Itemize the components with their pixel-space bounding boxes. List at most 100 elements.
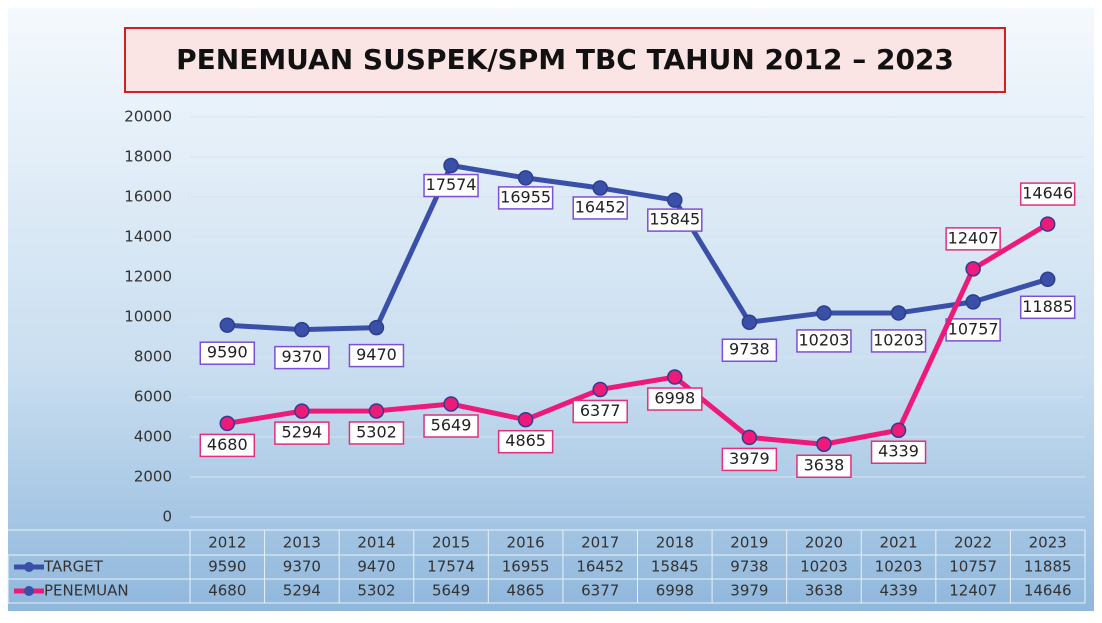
- data-label: 6377: [580, 401, 621, 420]
- data-label: 10203: [799, 330, 850, 349]
- x-tick-label: 2021: [879, 534, 917, 552]
- data-label: 6998: [654, 389, 695, 408]
- y-tick-label: 18000: [124, 148, 172, 166]
- y-tick-label: 4000: [134, 428, 172, 446]
- data-label: 5294: [282, 423, 323, 442]
- table-value: 4680: [208, 582, 246, 600]
- x-tick-label: 2015: [432, 534, 470, 552]
- data-label: 16452: [575, 197, 626, 216]
- data-label-box: [274, 345, 330, 370]
- point: [667, 192, 683, 208]
- data-label-box: [647, 208, 703, 232]
- point: [368, 319, 385, 336]
- point: [741, 314, 758, 330]
- table-value: 10757: [949, 558, 997, 576]
- data-label: 10203: [873, 330, 924, 349]
- table-value: 17574: [427, 558, 475, 576]
- x-tick-label: 2012: [208, 534, 246, 552]
- data-label-box: [348, 343, 405, 368]
- table-value: 12407: [949, 582, 997, 600]
- table-value: 4339: [879, 582, 917, 600]
- title-box: [124, 27, 1006, 93]
- table-value: 4865: [507, 582, 545, 600]
- x-tick-label: 2013: [283, 534, 321, 552]
- data-label-box: [199, 433, 256, 458]
- point: [443, 157, 459, 174]
- point: [443, 396, 459, 412]
- data-label: 14646: [1022, 184, 1073, 203]
- point: [741, 429, 758, 446]
- data-label: 9470: [356, 345, 397, 364]
- y-tick-label: 10000: [124, 308, 172, 326]
- data-label-box: [199, 341, 256, 365]
- x-tick-label: 2023: [1029, 534, 1067, 552]
- table-value: 3979: [730, 582, 768, 600]
- legend-label: TARGET: [43, 558, 104, 576]
- point: [1039, 271, 1056, 288]
- table-value: 14646: [1024, 582, 1072, 600]
- data-label-box: [796, 454, 852, 478]
- data-label-box: [796, 329, 852, 353]
- table-value: 5294: [283, 582, 321, 600]
- point: [965, 261, 981, 277]
- y-tick-label: 0: [162, 508, 172, 526]
- x-tick-label: 2016: [507, 534, 545, 552]
- y-tick-label: 20000: [124, 108, 172, 126]
- table-value: 15845: [651, 558, 699, 576]
- table-value: 6998: [656, 582, 694, 600]
- point: [294, 403, 310, 419]
- x-tick-label: 2022: [954, 534, 992, 552]
- x-tick-label: 2014: [357, 534, 395, 552]
- point: [517, 411, 534, 428]
- data-label: 10757: [948, 319, 999, 338]
- x-tick-label: 2017: [581, 534, 619, 552]
- point: [965, 294, 981, 310]
- table-value: 5649: [432, 582, 470, 600]
- table-value: 9470: [357, 558, 395, 576]
- x-tick-label: 2019: [730, 534, 768, 552]
- x-tick-label: 2020: [805, 534, 843, 552]
- chart-title: PENEMUAN SUSPEK/SPM TBC TAHUN 2012 – 202…: [176, 43, 954, 76]
- point: [1039, 216, 1056, 232]
- data-label-box: [870, 440, 927, 464]
- point: [667, 369, 683, 385]
- data-label-box: [572, 196, 628, 220]
- table-value: 16955: [502, 558, 550, 576]
- table-value: 10203: [800, 558, 848, 576]
- table-value: 6377: [581, 582, 619, 600]
- table-value: 9738: [730, 558, 768, 576]
- data-label-box: [945, 227, 1001, 251]
- point: [816, 436, 832, 452]
- data-label-box: [497, 429, 554, 454]
- series-line: [226, 221, 1049, 447]
- data-label: 4865: [505, 431, 546, 450]
- data-label-box: [1019, 182, 1076, 206]
- legend-marker: [24, 562, 34, 572]
- x-tick-label: 2018: [656, 534, 694, 552]
- y-tick-label: 2000: [134, 468, 172, 486]
- point: [219, 317, 236, 333]
- data-label: 4680: [207, 435, 248, 454]
- data-label-box: [721, 338, 778, 362]
- data-label: 3638: [804, 456, 845, 475]
- y-tick-label: 8000: [134, 348, 172, 366]
- data-label-box: [274, 421, 330, 445]
- y-tick-label: 14000: [124, 228, 172, 246]
- table-value: 9370: [283, 558, 321, 576]
- point: [816, 305, 832, 321]
- point: [219, 415, 236, 432]
- data-label: 9370: [282, 347, 323, 366]
- y-tick-label: 12000: [124, 268, 172, 286]
- data-label-box: [497, 186, 554, 210]
- data-label: 12407: [948, 228, 999, 247]
- data-label: 9590: [207, 343, 248, 362]
- point: [890, 422, 907, 438]
- data-label-box: [647, 387, 703, 411]
- table-value: 10203: [875, 558, 923, 576]
- legend-marker: [24, 586, 34, 596]
- series-line: [227, 163, 1049, 333]
- data-label-box: [423, 414, 479, 438]
- data-label: 5302: [356, 422, 397, 441]
- data-label: 3979: [729, 449, 770, 468]
